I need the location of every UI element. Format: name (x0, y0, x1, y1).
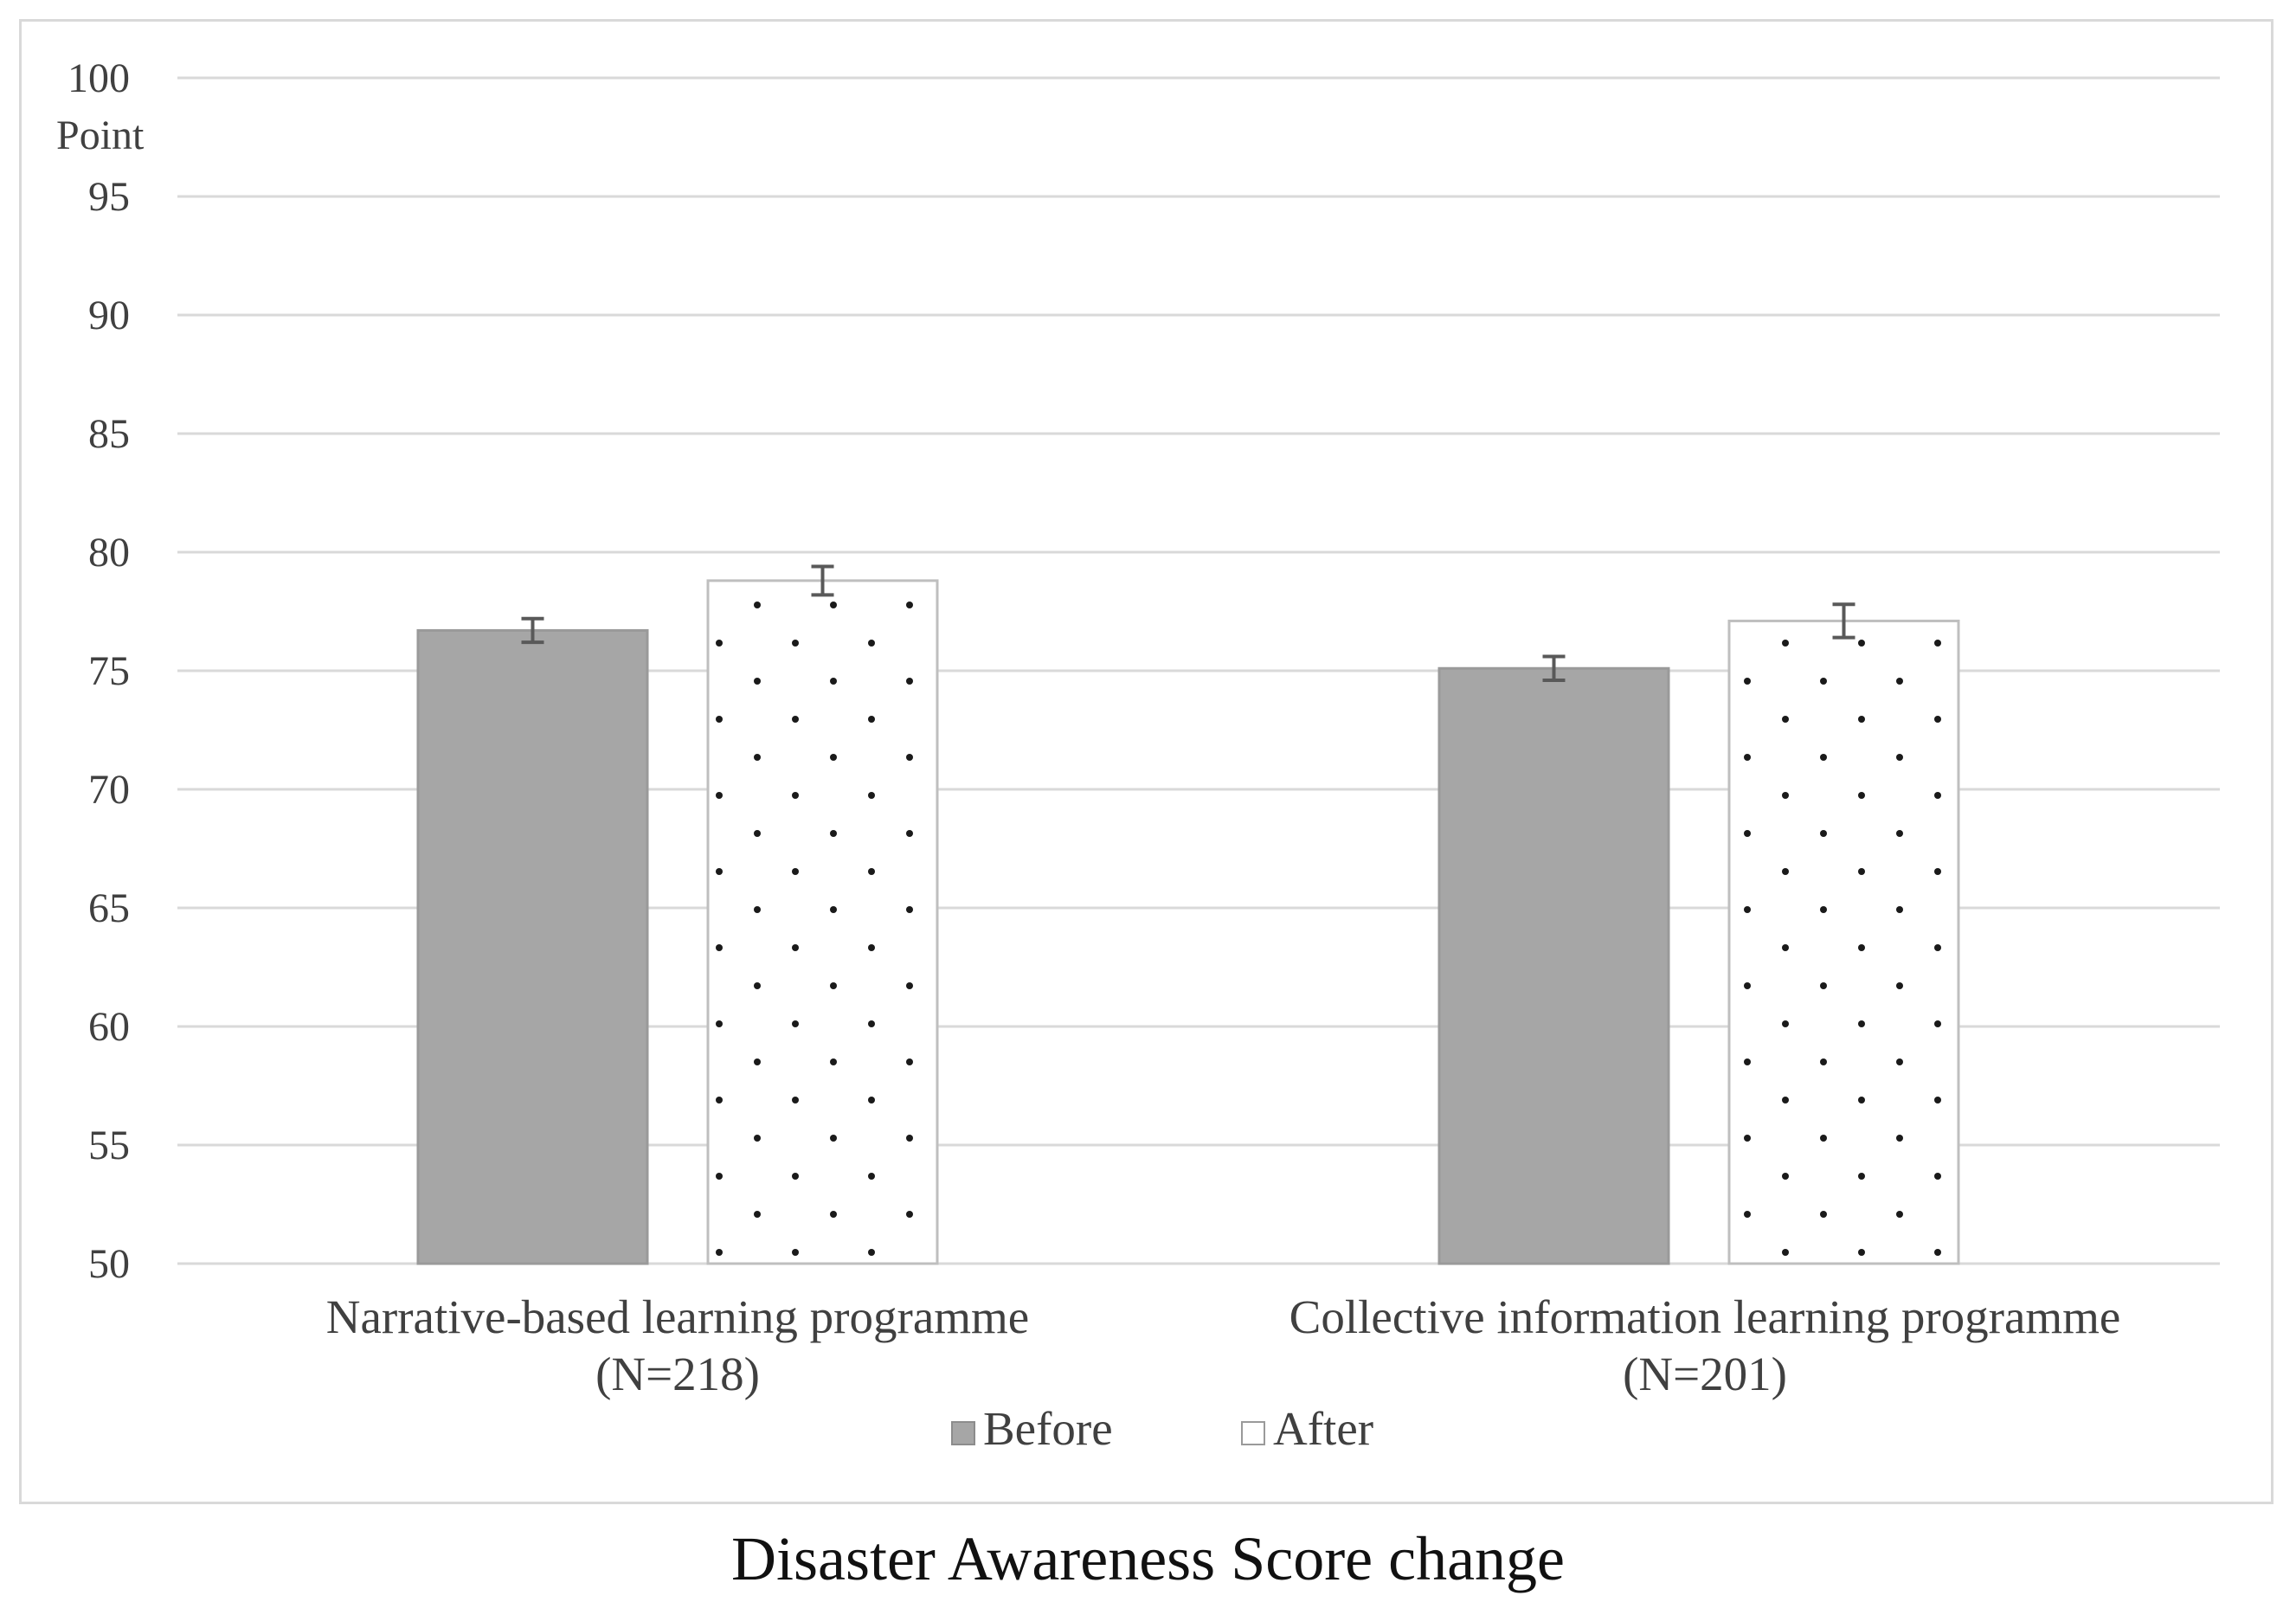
category-label-2-line-2: (N=201) (1623, 1348, 1787, 1400)
bar-before-2 (1439, 668, 1669, 1264)
y-tick-label: 60 (88, 1004, 130, 1050)
legend-label-after: After (1273, 1402, 1373, 1455)
y-tick-label: 55 (88, 1123, 130, 1168)
y-tick-label: 90 (88, 293, 130, 338)
chart-title: Disaster Awareness Score change (0, 1523, 2296, 1595)
bars (418, 581, 1958, 1264)
bar-after-2 (1729, 621, 1958, 1264)
legend-swatch-before (952, 1422, 974, 1444)
x-axis: Narrative-based learning programme(N=218… (326, 1290, 2121, 1400)
y-tick-label: 70 (88, 767, 130, 813)
chart-canvas: 50 55 60 65 70 75 80 85 90 95 100 Point Narrative-b… (22, 22, 2271, 1502)
legend-label-before: Before (983, 1402, 1113, 1455)
legend: Before After (952, 1402, 1373, 1455)
category-label-1-line-2: (N=218) (595, 1348, 760, 1400)
y-tick-label: 100 (68, 55, 130, 101)
bar-after-1 (708, 581, 937, 1264)
y-axis-label: Point (56, 113, 145, 158)
category-label-1-line-1: Narrative-based learning programme (326, 1290, 1029, 1343)
y-axis: 50 55 60 65 70 75 80 85 90 95 100 Point (56, 55, 145, 1287)
y-tick-label: 50 (88, 1241, 130, 1287)
y-tick-label: 75 (88, 648, 130, 694)
legend-swatch-after (1242, 1422, 1264, 1444)
y-tick-label: 95 (88, 174, 130, 220)
chart-frame: 50 55 60 65 70 75 80 85 90 95 100 Point Narrative-b… (19, 19, 2273, 1504)
category-label-2-line-1: Collective information learning programm… (1289, 1290, 2121, 1343)
y-tick-label: 65 (88, 885, 130, 931)
y-tick-label: 85 (88, 411, 130, 457)
bar-before-1 (418, 630, 647, 1264)
y-tick-label: 80 (88, 530, 130, 576)
